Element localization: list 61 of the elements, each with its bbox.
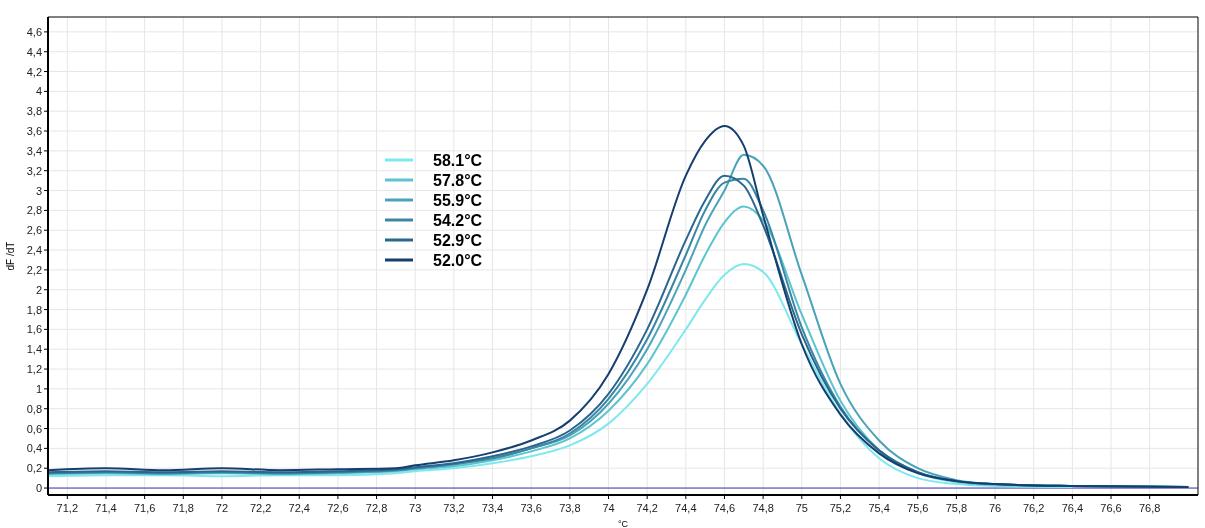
legend-label: 55.9°C — [433, 192, 483, 209]
y-tick-label: 1 — [35, 382, 42, 395]
y-tick-label: 0,6 — [26, 422, 42, 435]
x-tick-label: 73 — [409, 502, 422, 514]
x-tick-label: 71,6 — [133, 502, 156, 514]
x-tick-label: 75,8 — [945, 502, 968, 514]
y-tick-label: 3 — [35, 184, 42, 197]
legend-label: 52.0°C — [433, 252, 483, 269]
y-tick-label: 1,6 — [26, 323, 42, 336]
y-tick-label: 0,4 — [26, 442, 42, 455]
y-tick-label: 4,6 — [26, 25, 42, 38]
y-tick-label: 1,8 — [26, 303, 42, 316]
x-tick-label: 71,4 — [95, 502, 117, 514]
x-tick-label: 74,8 — [752, 502, 774, 514]
y-tick-label: 4,2 — [26, 65, 42, 78]
y-tick-label: 2,8 — [26, 204, 42, 217]
x-tick-label: 74 — [602, 502, 615, 514]
x-tick-label: 71,2 — [56, 502, 79, 514]
y-tick-label: 2,6 — [26, 224, 42, 237]
y-tick-label: 2,4 — [26, 244, 42, 257]
y-axis-title: dF /dT — [5, 241, 16, 271]
legend-label: 57.8°C — [433, 172, 483, 189]
x-tick-label: 74,6 — [713, 502, 736, 514]
x-tick-label: 76,6 — [1100, 502, 1122, 514]
x-tick-label: 75,6 — [907, 502, 929, 514]
x-tick-label: 73,2 — [443, 502, 465, 514]
y-tick-label: 0 — [35, 482, 42, 495]
x-tick-label: 76 — [988, 502, 1002, 514]
legend-label: 54.2°C — [433, 212, 483, 229]
x-tick-label: 73,4 — [481, 502, 504, 514]
x-tick-label: 75,2 — [829, 502, 852, 514]
x-tick-label: 75 — [795, 502, 808, 514]
y-tick-label: 4 — [35, 85, 42, 98]
y-tick-label: 3,6 — [26, 125, 42, 138]
x-tick-label: 74,4 — [675, 502, 697, 514]
y-tick-label: 2 — [35, 283, 42, 296]
y-tick-label: 3,4 — [26, 144, 42, 157]
x-tick-label: 74,2 — [636, 502, 658, 514]
y-tick-label: 0,2 — [26, 462, 42, 475]
x-tick-label: 76,8 — [1138, 502, 1161, 514]
y-tick-label: 4,4 — [26, 45, 42, 58]
x-tick-label: 73,6 — [520, 502, 542, 514]
legend-label: 52.9°C — [433, 232, 483, 249]
x-tick-label: 73,8 — [559, 502, 581, 514]
x-tick-label: 72,2 — [249, 502, 272, 514]
x-tick-label: 76,2 — [1023, 502, 1045, 514]
x-tick-label: 72,8 — [365, 502, 388, 514]
x-tick-label: 76,4 — [1061, 502, 1084, 514]
x-tick-label: 75,4 — [868, 502, 890, 514]
y-tick-label: 3,8 — [26, 105, 42, 118]
y-tick-label: 3,2 — [26, 164, 42, 177]
x-tick-label: 72,6 — [327, 502, 349, 514]
x-axis-title: °C — [617, 519, 629, 528]
y-tick-label: 2,2 — [26, 263, 42, 276]
y-tick-label: 1,4 — [26, 343, 42, 356]
legend-label: 58.1°C — [433, 152, 483, 169]
x-tick-label: 72,4 — [288, 502, 310, 514]
y-tick-label: 0,8 — [26, 402, 42, 415]
x-tick-label: 71,8 — [172, 502, 195, 514]
y-tick-label: 1,2 — [26, 363, 42, 376]
x-tick-label: 72 — [215, 502, 229, 514]
